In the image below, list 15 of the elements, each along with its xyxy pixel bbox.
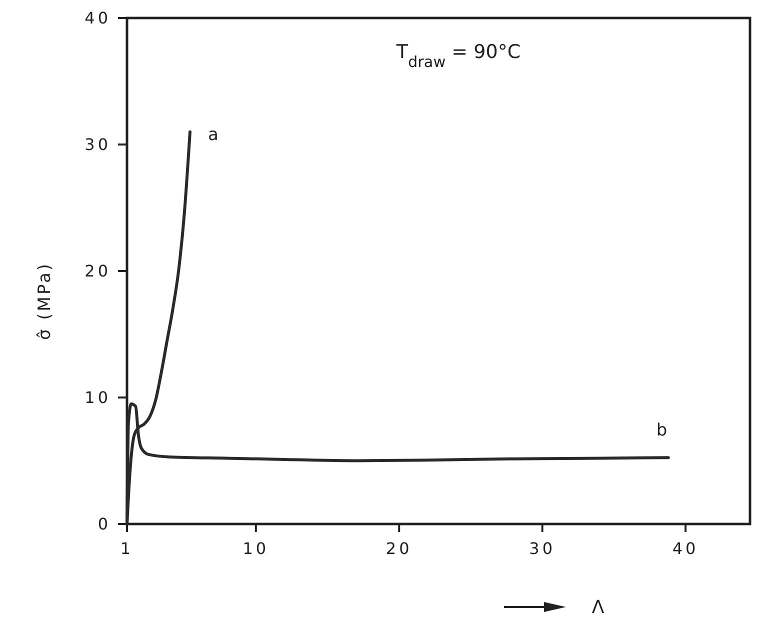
annotation: T$_{draw}$ = 90°C [395, 41, 521, 71]
x-tick-label: 10 [242, 539, 270, 558]
y-tick-label: 10 [84, 388, 111, 408]
x-axis-title: Λ [592, 597, 605, 618]
y-tick-label: 0 [98, 514, 111, 534]
x-tick-label: 40 [672, 539, 699, 558]
x-tick-label: 30 [529, 539, 556, 558]
y-tick-label: 30 [84, 135, 111, 154]
y-tick-label: 20 [84, 262, 111, 281]
series-label: a [208, 124, 218, 145]
x-tick-label: 1 [120, 539, 134, 558]
series-label: b [656, 420, 668, 441]
y-axis-title: σ̂ (MPa) [35, 262, 55, 340]
y-tick-label: 40 [84, 8, 111, 28]
x-tick-label: 20 [386, 539, 412, 558]
